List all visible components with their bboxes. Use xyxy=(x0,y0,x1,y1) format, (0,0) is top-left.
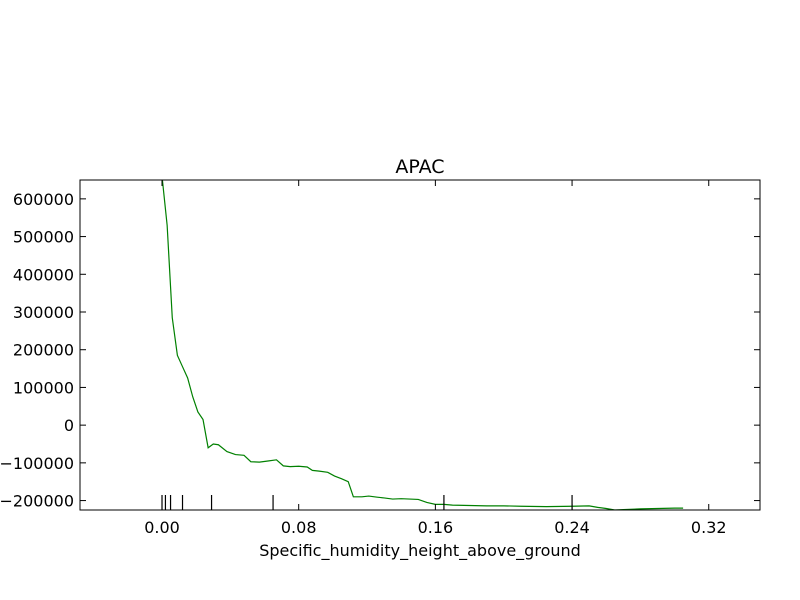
y-tick-label: 300000 xyxy=(13,303,74,322)
x-tick-label: 0.08 xyxy=(281,518,317,537)
y-tick-label: 500000 xyxy=(13,228,74,247)
y-tick-label: 0 xyxy=(64,416,74,435)
series-line-0 xyxy=(161,180,684,510)
x-tick-label: 0.16 xyxy=(418,518,454,537)
y-tick-label: −100000 xyxy=(0,454,74,473)
x-tick-label: 0.24 xyxy=(554,518,590,537)
x-axis-label: Specific_humidity_height_above_ground xyxy=(259,541,581,561)
y-tick-label: 100000 xyxy=(13,378,74,397)
plot-area: 0.00 0.08 0.16 0.24 0.32 600000 500000 400000 30… xyxy=(0,179,761,537)
y-tick-label: 400000 xyxy=(13,265,74,284)
y-tick-label: 200000 xyxy=(13,341,74,360)
x-tick-label: 0.32 xyxy=(691,518,727,537)
y-tick-label: −200000 xyxy=(0,492,74,511)
x-tick-label: 0.00 xyxy=(144,518,180,537)
y-tick-label: 600000 xyxy=(13,190,74,209)
chart-title: APAC xyxy=(395,156,444,178)
plot-frame xyxy=(79,179,761,511)
